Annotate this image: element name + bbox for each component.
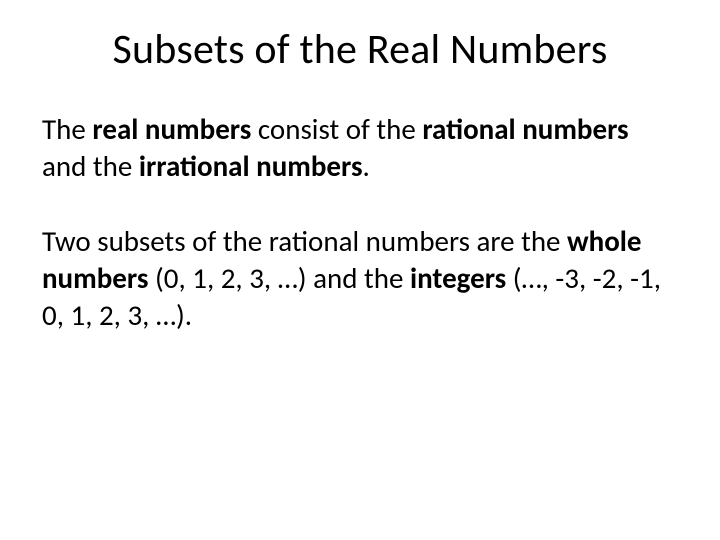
slide: Subsets of the Real Numbers The real num… <box>0 0 720 540</box>
paragraph-1: The real numbers consist of the rational… <box>42 111 678 185</box>
text-run: and the <box>42 148 139 184</box>
slide-title: Subsets of the Real Numbers <box>42 24 678 75</box>
text-run: Two subsets of the rational numbers are … <box>42 223 567 259</box>
text-run: . <box>363 148 370 184</box>
slide-body: The real numbers consist of the rational… <box>42 111 678 335</box>
text-run: (0, 1, 2, 3, …) and the <box>148 260 410 296</box>
paragraph-2: Two subsets of the rational numbers are … <box>42 223 678 334</box>
bold-irrational-numbers: irrational numbers <box>139 148 363 184</box>
bold-rational-numbers: rational numbers <box>422 111 628 147</box>
bold-real-numbers: real numbers <box>92 111 251 147</box>
text-run: consist of the <box>251 111 422 147</box>
text-run: The <box>42 111 92 147</box>
bold-integers: integers <box>410 260 506 296</box>
